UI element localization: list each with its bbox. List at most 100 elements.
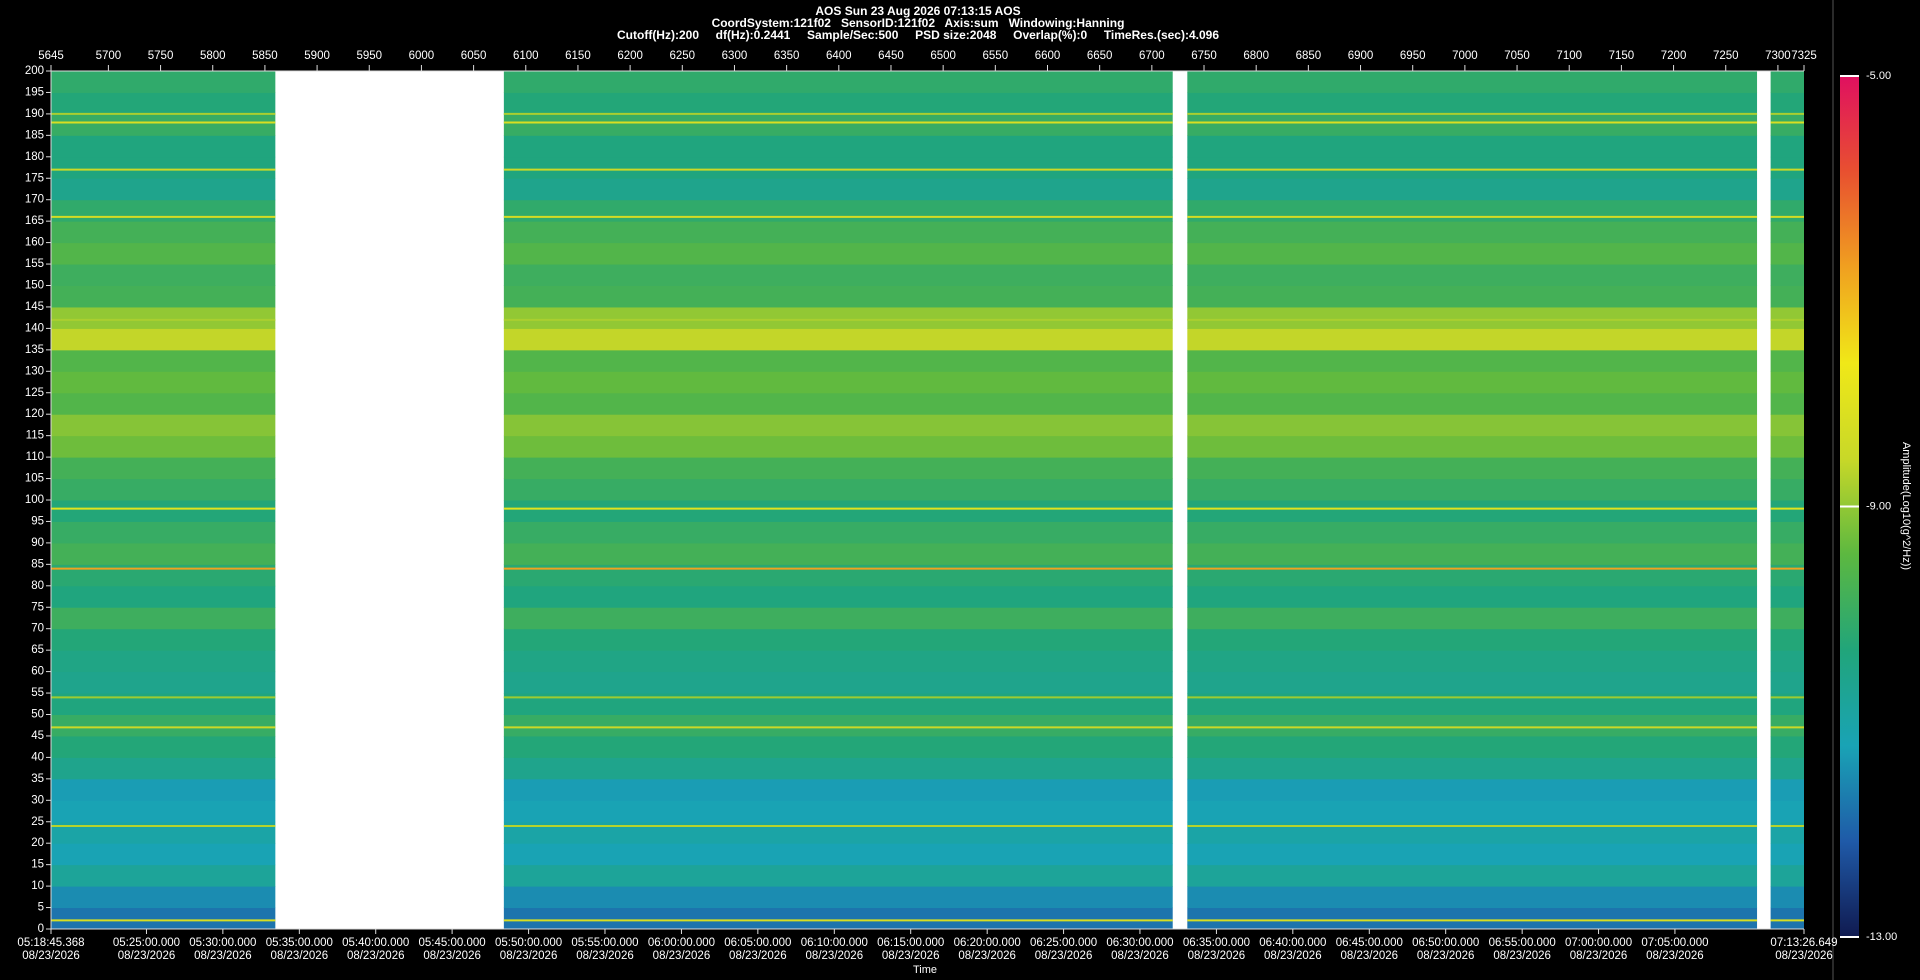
cell xyxy=(1187,178,1758,201)
cell xyxy=(1770,907,1804,930)
cell xyxy=(1187,135,1758,158)
y-tick-label: 70 xyxy=(31,623,44,635)
y-tick-label: 130 xyxy=(25,365,44,377)
cell xyxy=(1770,178,1804,201)
cell xyxy=(503,113,1173,136)
cell xyxy=(503,221,1173,244)
x2-tick-date: 08/23/2026 xyxy=(1111,950,1169,962)
y-tick-label: 55 xyxy=(31,687,44,699)
cell xyxy=(503,757,1173,780)
x-tick-label: 6050 xyxy=(461,50,487,62)
y-tick-label: 170 xyxy=(25,194,44,206)
cell xyxy=(1187,349,1758,372)
cell xyxy=(1770,607,1804,630)
cell xyxy=(1187,585,1758,608)
x2-tick-date: 08/23/2026 xyxy=(118,950,176,962)
cell xyxy=(503,71,1173,93)
cell xyxy=(1187,778,1758,801)
cell xyxy=(51,71,276,93)
cell xyxy=(1770,242,1804,265)
colorbar-label: Amplitude(Log10(g^2/Hz)) xyxy=(1900,442,1912,570)
x2-tick-label: 05:18:45.368 xyxy=(17,937,84,949)
x-tick-label: 5750 xyxy=(148,50,174,62)
cell xyxy=(51,714,276,737)
y-tick-label: 5 xyxy=(38,902,44,914)
x-tick-label: 5900 xyxy=(304,50,330,62)
cell xyxy=(1187,907,1758,930)
cell xyxy=(503,671,1173,694)
cell xyxy=(51,778,276,801)
cell xyxy=(1770,585,1804,608)
cell xyxy=(1187,650,1758,673)
cell xyxy=(1770,199,1804,222)
x-tick-label: 6850 xyxy=(1296,50,1322,62)
y-tick-label: 75 xyxy=(31,601,44,613)
cell xyxy=(51,135,276,158)
cell xyxy=(51,478,276,501)
y-tick-label: 140 xyxy=(25,322,44,334)
cell xyxy=(1770,886,1804,909)
cell xyxy=(503,414,1173,437)
cell xyxy=(1187,285,1758,308)
x2-tick-label: 06:30:00.000 xyxy=(1106,937,1173,949)
cell xyxy=(51,392,276,415)
x2-tick-date: 08/23/2026 xyxy=(271,950,329,962)
y-tick-label: 30 xyxy=(31,794,44,806)
y-tick-label: 180 xyxy=(25,151,44,163)
y-tick-label: 50 xyxy=(31,709,44,721)
cell xyxy=(51,242,276,265)
cell xyxy=(51,735,276,758)
y-tick-label: 35 xyxy=(31,773,44,785)
cell xyxy=(503,392,1173,415)
x-tick-label: 6700 xyxy=(1139,50,1165,62)
cell xyxy=(51,306,276,329)
cell xyxy=(1770,306,1804,329)
x-tick-label: 7150 xyxy=(1609,50,1635,62)
x-tick-label: 6200 xyxy=(617,50,643,62)
cell xyxy=(1770,843,1804,866)
y-tick-label: 65 xyxy=(31,644,44,656)
x2-tick-label: 05:35:00.000 xyxy=(266,937,333,949)
x2-tick-label: 06:10:00.000 xyxy=(801,937,868,949)
cell xyxy=(1187,521,1758,544)
cell xyxy=(503,156,1173,179)
y-tick-label: 110 xyxy=(26,451,44,463)
cell xyxy=(503,886,1173,909)
x2-tick-label: 06:15:00.000 xyxy=(877,937,944,949)
x-tick-label: 6300 xyxy=(722,50,748,62)
x-tick-label: 5645 xyxy=(38,50,64,62)
cell xyxy=(503,714,1173,737)
cell xyxy=(1187,843,1758,866)
x2-tick-date: 08/23/2026 xyxy=(1646,950,1704,962)
cell xyxy=(503,92,1173,115)
cell xyxy=(1187,886,1758,909)
chart-title: AOS Sun 23 Aug 2026 07:13:15 AOS xyxy=(815,4,1020,18)
x-tick-label: 6350 xyxy=(774,50,800,62)
cell xyxy=(1187,821,1758,844)
cell xyxy=(1187,542,1758,565)
cell xyxy=(1187,478,1758,501)
cell xyxy=(503,478,1173,501)
x-tick-label: 5800 xyxy=(200,50,226,62)
cell xyxy=(1187,607,1758,630)
cell xyxy=(1770,800,1804,823)
x-tick-label: 5850 xyxy=(252,50,278,62)
cell xyxy=(1770,221,1804,244)
x-tick-label: 6550 xyxy=(983,50,1009,62)
y-tick-label: 25 xyxy=(31,816,44,828)
cell xyxy=(1770,371,1804,394)
cell xyxy=(1770,564,1804,587)
cell xyxy=(1770,542,1804,565)
x2-tick-date: 08/23/2026 xyxy=(423,950,481,962)
cell xyxy=(503,735,1173,758)
y-tick-label: 60 xyxy=(31,666,44,678)
y-tick-label: 45 xyxy=(31,730,44,742)
cell xyxy=(1187,757,1758,780)
x2-tick-label: 07:00:00.000 xyxy=(1565,937,1632,949)
x2-tick-label: 06:35:00.000 xyxy=(1183,937,1250,949)
cell xyxy=(1770,392,1804,415)
cell xyxy=(51,521,276,544)
x2-tick-date: 08/23/2026 xyxy=(1035,950,1093,962)
x2-tick-date: 08/23/2026 xyxy=(576,950,634,962)
cell xyxy=(51,886,276,909)
